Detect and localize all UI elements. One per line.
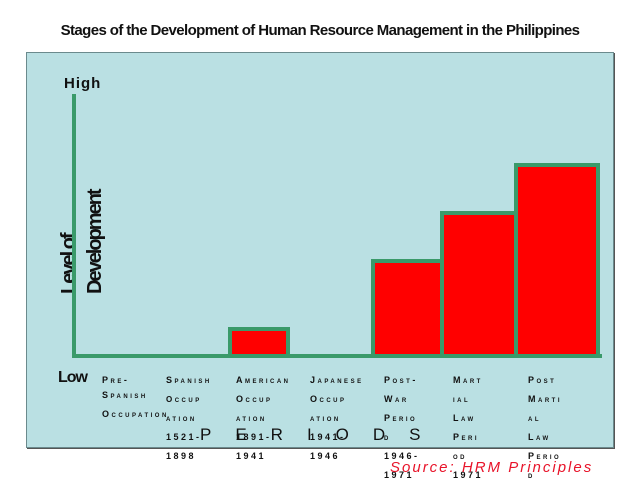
bar-post-martial-law	[514, 163, 600, 358]
y-axis-label: Level of Development	[54, 190, 124, 300]
y-axis-label-line1: Level of	[58, 234, 80, 294]
chart-title: Stages of the Development of Human Resou…	[60, 22, 580, 39]
y-low-label: Low	[58, 369, 88, 386]
category-label: Japanese Occup ation 1941- 1946	[310, 375, 364, 461]
y-high-label: High	[64, 75, 102, 92]
bar-martial-law	[440, 211, 518, 358]
category-label: Post Marti al Law Perio d	[528, 375, 562, 480]
category-label: Spanish Occup ation 1521- 1898	[166, 375, 212, 461]
bar-american	[228, 327, 290, 358]
y-axis-label-line2: Development	[84, 190, 106, 294]
category-label: Post- War Perio d 1946- 1971	[384, 375, 420, 480]
x-axis	[72, 354, 602, 358]
category-label: Mart ial Law Peri od 1971	[453, 375, 484, 480]
category-label: American Occup ation 1891- 1941	[236, 375, 291, 461]
y-axis	[72, 94, 76, 358]
bar-post-war	[371, 259, 444, 358]
source-note: Source: HRM Principles	[390, 459, 594, 476]
x-axis-label: PERIODS	[200, 425, 445, 444]
category-label: Pre- Spanish Occupation	[102, 375, 169, 419]
